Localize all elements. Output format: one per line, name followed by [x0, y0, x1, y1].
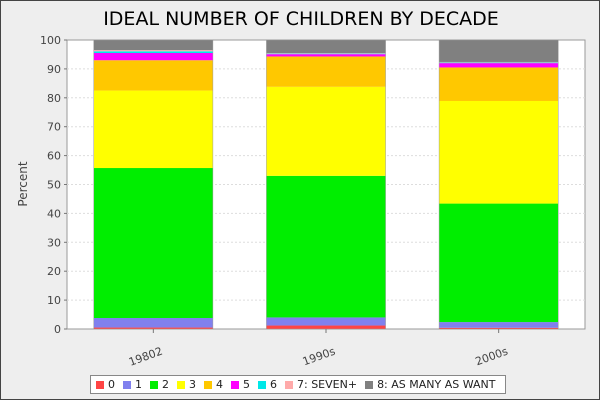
- legend-swatch: [365, 380, 374, 389]
- bar-segment: [266, 53, 386, 54]
- legend-swatch: [231, 380, 239, 389]
- legend-label: 6: [270, 378, 277, 391]
- bar-segment: [266, 56, 386, 87]
- bar-segment: [266, 53, 386, 55]
- bar-segment: [93, 318, 213, 328]
- legend-item: 4: [204, 378, 223, 391]
- bar-segment: [93, 51, 213, 54]
- bar-segment: [439, 62, 559, 64]
- y-tick-label: 70: [47, 121, 61, 134]
- legend-label: 7: SEVEN+: [297, 378, 358, 391]
- bar-segment: [93, 53, 213, 61]
- bar-segment: [93, 327, 213, 329]
- bar-segment: [266, 40, 386, 54]
- y-tick-label: 80: [47, 92, 61, 105]
- chart-title: IDEAL NUMBER OF CHILDREN BY DECADE: [103, 8, 499, 30]
- bar-segment: [266, 317, 386, 326]
- bar-segment: [439, 40, 559, 62]
- y-tick-label: 30: [47, 236, 61, 249]
- bar-segment: [439, 63, 559, 68]
- bar-segment: [439, 203, 559, 323]
- legend-label: 0: [108, 378, 115, 391]
- bar-segment: [93, 60, 213, 91]
- legend-swatch: [258, 380, 266, 389]
- x-category-label: 1990s: [301, 345, 337, 369]
- legend-swatch: [123, 380, 131, 389]
- y-tick-label: 40: [47, 207, 61, 220]
- legend-label: 8: AS MANY AS WANT: [377, 378, 496, 391]
- y-tick-label: 90: [47, 63, 61, 76]
- bar-segment: [266, 54, 386, 57]
- legend-swatch: [177, 380, 185, 389]
- bar-segment: [266, 325, 386, 329]
- y-tick-label: 20: [47, 265, 61, 278]
- bar-segment: [93, 40, 213, 51]
- legend-item: 7: SEVEN+: [285, 378, 357, 391]
- legend-label: 5: [243, 378, 250, 391]
- legend-swatch: [285, 380, 293, 389]
- bar-segment: [93, 168, 213, 319]
- y-tick-label: 50: [47, 179, 61, 192]
- bar-segment: [266, 175, 386, 318]
- legend-label: 3: [189, 378, 196, 391]
- legend-label: 4: [216, 378, 223, 391]
- x-category-label: 19802: [127, 345, 164, 369]
- bar-segment: [439, 100, 559, 204]
- y-tick-label: 10: [47, 294, 61, 307]
- legend-item: 8: AS MANY AS WANT: [365, 378, 495, 391]
- y-tick-label: 100: [40, 34, 61, 47]
- y-tick-label: 60: [47, 150, 61, 163]
- bar-segment: [439, 61, 559, 63]
- y-axis-ticks: 0 10 20 30 40 50 60 70 80 90 100: [40, 34, 67, 336]
- bar-segment: [266, 86, 386, 176]
- bar-segment: [439, 322, 559, 328]
- legend-label: 1: [135, 378, 142, 391]
- legend-item: 5: [231, 378, 250, 391]
- legend-swatch: [204, 380, 212, 389]
- legend-swatch: [96, 380, 104, 389]
- y-axis-label: Percent: [16, 161, 30, 206]
- legend-label: 2: [162, 378, 169, 391]
- legend-item: 0: [96, 378, 115, 391]
- x-category-label: 2000s: [474, 345, 510, 369]
- y-tick-label: 0: [54, 323, 61, 336]
- bar-segment: [93, 50, 213, 52]
- bar-stacks: [93, 39, 559, 330]
- legend: 0 1 2 3 4 5 6 7: SEVEN+ 8: AS MANY AS WANT: [90, 375, 506, 394]
- x-axis-categories: 19802 1990s 2000s: [127, 329, 510, 369]
- legend-item: 6: [258, 378, 277, 391]
- legend-swatch: [150, 380, 158, 389]
- legend-item: 1: [123, 378, 142, 391]
- bar-segment: [439, 67, 559, 101]
- legend-item: 3: [177, 378, 196, 391]
- legend-item: 2: [150, 378, 169, 391]
- bar-segment: [93, 90, 213, 169]
- bar-segment: [439, 327, 559, 329]
